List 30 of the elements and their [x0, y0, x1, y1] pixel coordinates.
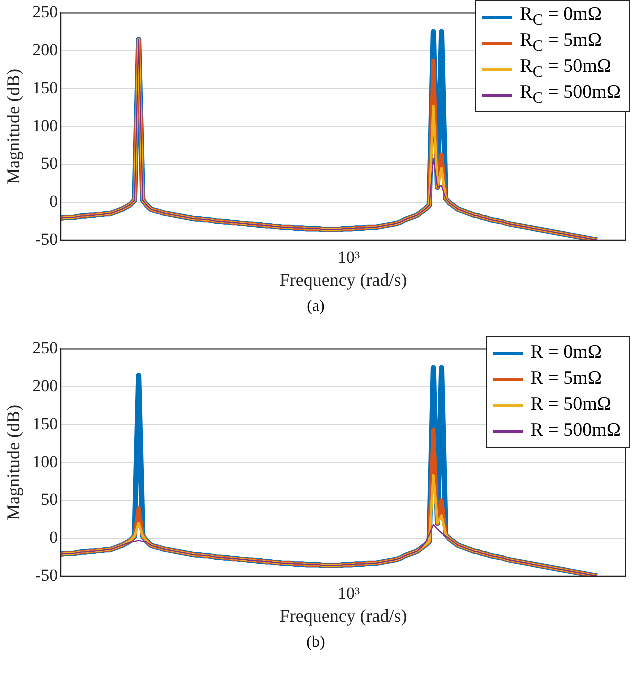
legend-label: R = 50mΩ: [530, 394, 612, 416]
legend-label: R = 5mΩ: [530, 368, 602, 390]
y-axis-title: Magnitude (dB): [4, 69, 24, 185]
y-tick-label: 0: [50, 528, 58, 547]
legend-label: R$_{C}$ = 0mΩ: [520, 4, 602, 30]
y-tick-label: 250: [32, 2, 58, 22]
text: 10³: [338, 248, 360, 268]
y-tick-label: -50: [35, 230, 58, 249]
y-tick-label: 200: [32, 40, 58, 60]
x-axis-title: Frequency (rad/s): [280, 270, 408, 290]
text: 10³: [338, 584, 360, 604]
legend-label: R$_{C}$ = 5mΩ: [520, 30, 602, 56]
text: (a): [306, 297, 326, 317]
y-tick-label: 150: [32, 414, 58, 434]
y-tick-label: 0: [50, 192, 58, 211]
y-tick-label: 100: [32, 116, 58, 136]
legend-label: R$_{C}$ = 50mΩ: [520, 56, 612, 82]
legend-label: R = 0mΩ: [530, 342, 602, 364]
text: (b): [306, 633, 326, 653]
y-axis-title: Magnitude (dB): [4, 405, 24, 521]
y-tick-label: -50: [35, 566, 58, 585]
legend-label: R = 500mΩ: [530, 420, 621, 442]
y-tick-label: 250: [32, 338, 58, 358]
x-axis-title: Frequency (rad/s): [280, 606, 408, 626]
y-tick-label: 50: [41, 154, 58, 174]
y-tick-label: 50: [41, 490, 58, 510]
y-tick-label: 150: [32, 78, 58, 98]
y-tick-label: 100: [32, 452, 58, 472]
y-tick-label: 200: [32, 376, 58, 396]
legend-label: R$_{C}$ = 500mΩ: [520, 82, 621, 108]
